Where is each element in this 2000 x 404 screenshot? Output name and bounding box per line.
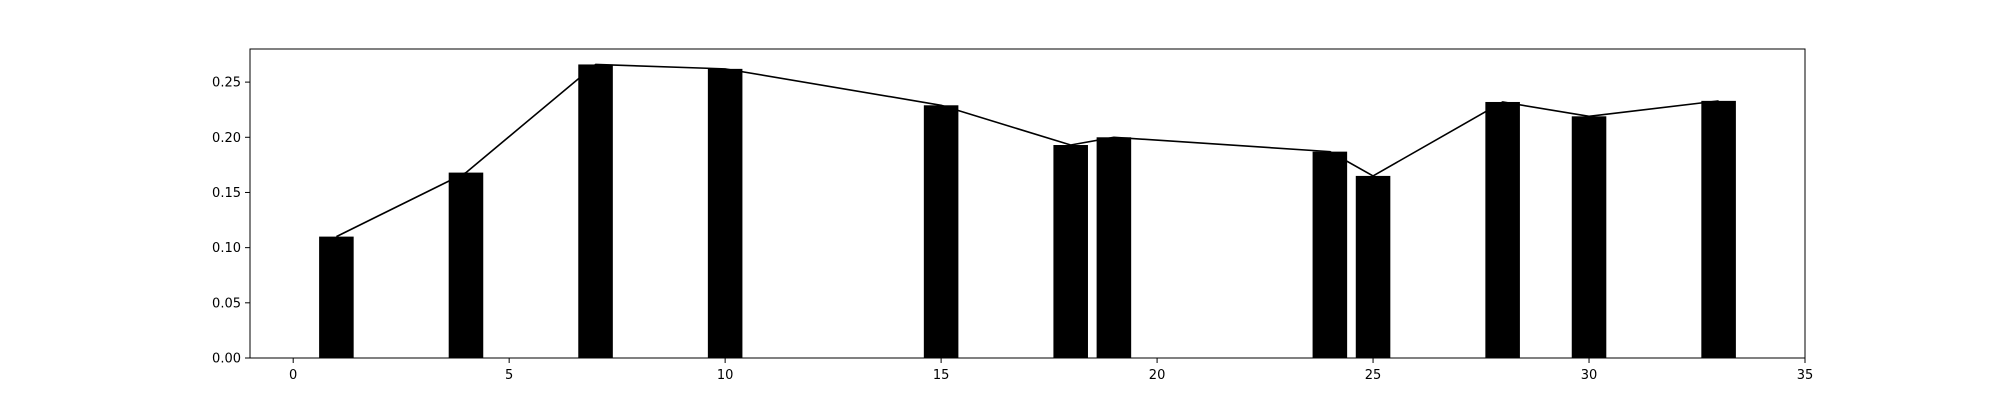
line-series — [336, 63, 1719, 238]
y-tick-label: 0.20 — [212, 131, 241, 146]
y-tick-label: 0.10 — [212, 241, 241, 256]
bar — [1571, 116, 1607, 358]
bar — [707, 68, 743, 358]
x-tick-label: 35 — [1797, 368, 1814, 383]
trend-line — [336, 63, 1719, 238]
bar — [1096, 137, 1132, 358]
y-tick-label: 0.15 — [212, 186, 241, 201]
x-tick-label: 0 — [289, 368, 297, 383]
bar — [1053, 145, 1088, 358]
axes — [249, 48, 1806, 359]
y-axis-ticks: 0.00 0.05 0.10 0.15 0.20 0.25 — [212, 76, 250, 367]
x-tick-label: 30 — [1581, 368, 1598, 383]
y-tick-label: 0.25 — [212, 76, 241, 91]
x-axis-ticks: 0 5 10 15 20 25 30 35 — [289, 358, 1813, 383]
bar — [319, 236, 354, 358]
x-tick-label: 10 — [717, 368, 734, 383]
bar — [1355, 175, 1391, 358]
x-tick-label: 15 — [933, 368, 950, 383]
bar — [578, 64, 613, 358]
x-tick-label: 20 — [1149, 368, 1166, 383]
y-tick-label: 0.00 — [212, 352, 241, 367]
x-tick-label: 5 — [505, 368, 513, 383]
bar-series — [319, 64, 1736, 359]
bar — [923, 105, 959, 359]
x-tick-label: 25 — [1365, 368, 1382, 383]
bar — [1312, 151, 1348, 358]
bar — [448, 172, 484, 358]
bar — [1701, 100, 1736, 358]
y-tick-label: 0.05 — [212, 296, 241, 311]
plot-frame — [249, 48, 1806, 359]
bar — [1485, 101, 1520, 358]
